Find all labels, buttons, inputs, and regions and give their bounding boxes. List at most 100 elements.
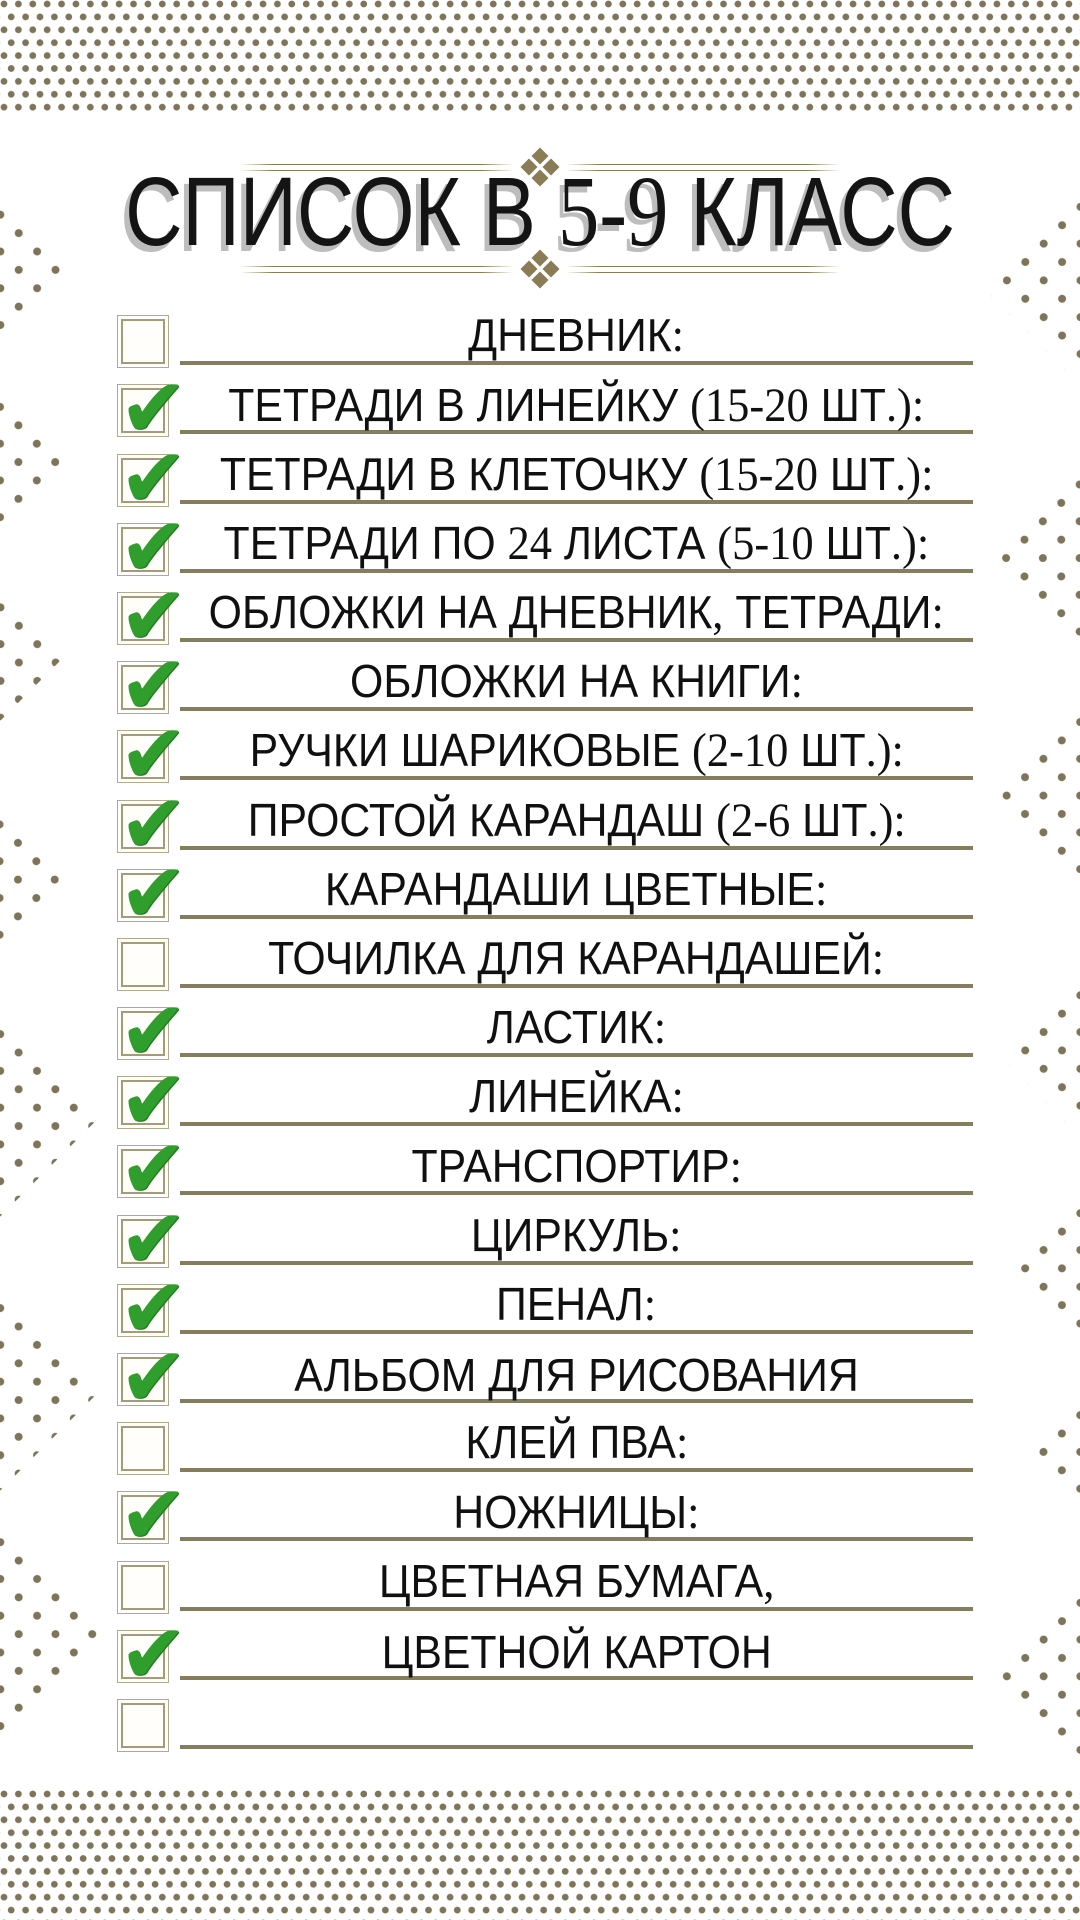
dot-band-bottom <box>0 1790 1080 1920</box>
checkmark-icon: ✔ <box>119 1191 188 1287</box>
checklist-row: ✔ ЦВЕТНАЯ БУМАГА, <box>117 1541 973 1614</box>
checklist-row: ✔ РУЧКИ ШАРИКОВЫЕ (2-10 ШТ.): <box>117 711 973 796</box>
checkbox[interactable]: ✔ <box>117 368 188 450</box>
checkbox[interactable]: ✔ <box>117 576 188 657</box>
item-label: ОБЛОЖКИ НА КНИГИ: <box>350 655 803 709</box>
checkmark-icon: ✔ <box>119 707 188 803</box>
divider-line <box>240 265 514 273</box>
item-label: КАРАНДАШИ ЦВЕТНЫЕ: <box>325 862 828 916</box>
checklist-row: ✔ ЦВЕТНОЙ КАРТОН <box>117 1611 973 1695</box>
checkbox[interactable]: ✔ <box>117 506 188 588</box>
divider-line <box>240 163 514 171</box>
divider-line <box>566 163 840 171</box>
item-label: ТЕТРАДИ В КЛЕТОЧКУ (15-20 ШТ.): <box>219 447 934 501</box>
checklist-row: ✔ ЛАСТИК: <box>117 988 973 1073</box>
dot-diamond-decoration <box>0 797 80 958</box>
answer-line: ЦВЕТНАЯ БУМАГА, <box>180 1541 973 1611</box>
checkbox[interactable]: ✔ <box>117 783 188 865</box>
dot-diamond-decoration <box>0 579 71 720</box>
checklist-row: ✔ ОБЛОЖКИ НА КНИГИ: <box>117 642 973 727</box>
checklist-row: ✔ ТЕТРАДИ ПО 24 ЛИСТА (5-10 ШТ.): <box>117 504 973 588</box>
diamond-ornament-icon <box>520 249 560 289</box>
checkbox[interactable]: ✔ <box>117 1267 188 1349</box>
item-label: ЛАСТИК: <box>486 1001 667 1055</box>
checkbox[interactable]: ✔ <box>117 1613 188 1695</box>
dot-diamond-decoration <box>0 379 75 530</box>
item-label: ЛИНЕЙКА: <box>469 1070 684 1124</box>
checkmark-icon: ✔ <box>119 1053 188 1149</box>
checkbox[interactable]: ✔ <box>117 1129 188 1211</box>
checkbox[interactable]: ✔ <box>117 1060 188 1142</box>
answer-line: ДНЕВНИК: <box>180 296 973 366</box>
answer-line: ЦИРКУЛЬ: <box>180 1195 973 1265</box>
checkbox[interactable]: ✔ <box>117 437 188 519</box>
answer-line: АЛЬБОМ ДЛЯ РИСОВАНИЯ <box>180 1334 973 1403</box>
checkmark-icon: ✔ <box>119 361 188 457</box>
checkbox[interactable]: ✔ <box>117 852 188 934</box>
checkmark-icon: ✔ <box>119 1330 188 1426</box>
answer-line: ТЕТРАДИ В ЛИНЕЙКУ (15-20 ШТ.): <box>180 365 973 435</box>
dot-diamond-decoration <box>0 1006 106 1217</box>
checkbox[interactable]: ✔ <box>117 1560 169 1614</box>
checklist-row: ✔ ОБЛОЖКИ НА ДНЕВНИК, ТЕТРАДИ: <box>117 573 973 657</box>
checkmark-icon: ✔ <box>119 1468 188 1564</box>
dot-diamond-decoration <box>987 1575 1080 1761</box>
item-label: НОЖНИЦЫ: <box>453 1485 700 1539</box>
answer-line: ЦВЕТНОЙ КАРТОН <box>180 1611 973 1680</box>
item-label: ТОЧИЛКА ДЛЯ КАРАНДАШЕЙ: <box>268 932 885 986</box>
checkmark-icon: ✔ <box>119 1260 188 1356</box>
dot-diamond-decoration <box>990 458 1080 638</box>
dot-diamond-decoration <box>0 1280 106 1491</box>
checkbox[interactable]: ✔ <box>117 1698 169 1752</box>
item-label: ТЕТРАДИ ПО 24 ЛИСТА (5-10 ШТ.): <box>223 516 930 570</box>
answer-line: ОБЛОЖКИ НА КНИГИ: <box>180 642 973 712</box>
item-label: РУЧКИ ШАРИКОВЫЕ (2-10 ШТ.): <box>249 724 904 778</box>
checklist-row: ✔ ЦИРКУЛЬ: <box>117 1195 973 1280</box>
checkmark-icon: ✔ <box>119 568 188 664</box>
answer-line: КЛЕЙ ПВА: <box>180 1403 973 1473</box>
page-title: СПИСОК В 5-9 КЛАСС <box>124 155 956 267</box>
checkmark-icon: ✔ <box>119 845 188 941</box>
item-label: ПЕНАЛ: <box>496 1277 657 1331</box>
checklist-row: ✔ <box>117 1680 973 1752</box>
checklist-row: ✔ ТОЧИЛКА ДЛЯ КАРАНДАШЕЙ: <box>117 919 973 991</box>
checkbox[interactable]: ✔ <box>117 1422 169 1476</box>
item-label: ЦИРКУЛЬ: <box>471 1208 682 1262</box>
checkbox[interactable]: ✔ <box>117 645 188 727</box>
checkmark-icon: ✔ <box>119 499 188 595</box>
item-label: ЦВЕТНОЙ КАРТОН <box>381 1625 772 1678</box>
item-label: КЛЕЙ ПВА: <box>465 1416 688 1470</box>
checkbox[interactable]: ✔ <box>117 315 169 369</box>
dot-diamond-decoration <box>985 694 1080 885</box>
checkbox[interactable]: ✔ <box>117 714 188 796</box>
checklist-row: ✔ НОЖНИЦЫ: <box>117 1472 973 1557</box>
divider-line <box>566 265 840 273</box>
checkbox[interactable]: ✔ <box>117 1198 188 1280</box>
checkbox[interactable]: ✔ <box>117 1475 188 1557</box>
checklist-row: ✔ ТРАНСПОРТИР: <box>117 1126 973 1211</box>
answer-line: РУЧКИ ШАРИКОВЫЕ (2-10 ШТ.): <box>180 711 973 781</box>
checkbox[interactable]: ✔ <box>117 1337 188 1419</box>
checklist: ✔ ДНЕВНИК: ✔ ТЕТРАДИ В ЛИНЕЙКУ (15-20 ШТ… <box>117 296 973 1752</box>
checklist-row: ✔ ЛИНЕЙКА: <box>117 1057 973 1142</box>
answer-line: НОЖНИЦЫ: <box>180 1472 973 1542</box>
checklist-row: ✔ АЛЬБОМ ДЛЯ РИСОВАНИЯ <box>117 1334 973 1419</box>
item-label: ПРОСТОЙ КАРАНДАШ (2-6 ШТ.): <box>247 793 906 847</box>
checkmark-icon: ✔ <box>119 430 188 526</box>
checkmark-icon: ✔ <box>119 1122 188 1218</box>
checklist-row: ✔ ДНЕВНИК: <box>117 296 973 369</box>
answer-line: ТОЧИЛКА ДЛЯ КАРАНДАШЕЙ: <box>180 919 973 988</box>
checkmark-icon: ✔ <box>119 638 188 734</box>
dot-diamond-decoration <box>996 967 1080 1136</box>
checkmark-icon: ✔ <box>119 776 188 872</box>
dot-diamond-decoration <box>1006 1186 1080 1334</box>
checkbox[interactable]: ✔ <box>117 937 169 991</box>
checkbox[interactable]: ✔ <box>117 991 188 1073</box>
answer-line: ПРОСТОЙ КАРАНДАШ (2-6 ШТ.): <box>180 780 973 850</box>
answer-line: ЛИНЕЙКА: <box>180 1057 973 1127</box>
checklist-row: ✔ ПРОСТОЙ КАРАНДАШ (2-6 ШТ.): <box>117 780 973 865</box>
item-label: АЛЬБОМ ДЛЯ РИСОВАНИЯ <box>294 1349 859 1401</box>
answer-line: ТЕТРАДИ В КЛЕТОЧКУ (15-20 ШТ.): <box>180 434 973 504</box>
answer-line: ТЕТРАДИ ПО 24 ЛИСТА (5-10 ШТ.): <box>180 504 973 573</box>
